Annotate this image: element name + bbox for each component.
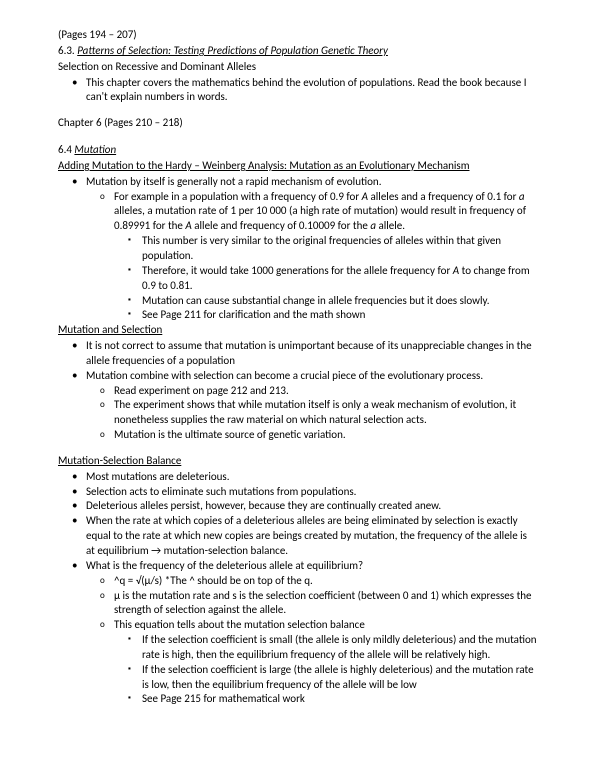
list-item: This number is very similar to the origi…: [58, 234, 537, 264]
list-item: See Page 211 for clarification and the m…: [58, 308, 537, 323]
list-item: What is the frequency of the deleterious…: [58, 559, 537, 574]
list-item: If the selection coefficient is large (t…: [58, 663, 537, 693]
text: alleles and a frequency of 0.1 for: [368, 190, 519, 203]
subheading: Mutation-Selection Balance: [58, 454, 537, 469]
list-item: ^q = √(µ/s) *The ^ should be on top of t…: [58, 574, 537, 589]
list-item: Most mutations are deleterious.: [58, 470, 537, 485]
text-italic: a: [519, 190, 525, 203]
section-title: Patterns of Selection: Testing Predictio…: [77, 44, 388, 57]
page-range: (Pages 194 – 207): [58, 28, 537, 43]
list-item: Deleterious alleles persist, however, be…: [58, 499, 537, 514]
list-item: Therefore, it would take 1000 generation…: [58, 264, 537, 294]
list-item: µ is the mutation rate and s is the sele…: [58, 589, 537, 619]
list-item: Mutation is the ultimate source of genet…: [58, 428, 537, 443]
list-item: This equation tells about the mutation s…: [58, 618, 537, 633]
chapter-heading: Chapter 6 (Pages 210 – 218): [58, 116, 537, 131]
subheading: Selection on Recessive and Dominant Alle…: [58, 60, 537, 75]
list-item: Selection acts to eliminate such mutatio…: [58, 485, 537, 500]
list-item: Read experiment on page 212 and 213.: [58, 384, 537, 399]
list-item: If the selection coefficient is small (t…: [58, 633, 537, 663]
section-6-4-heading: 6.4 Mutation: [58, 143, 537, 158]
section-num: 6.4: [58, 143, 74, 156]
list-item: Mutation can cause substantial change in…: [58, 294, 537, 309]
text: allele and frequency of 0.10009 for the: [192, 219, 371, 232]
list-item: See Page 215 for mathematical work: [58, 692, 537, 707]
list-item: The experiment shows that while mutation…: [58, 398, 537, 428]
section-title: Mutation: [74, 143, 116, 156]
list-item: For example in a population with a frequ…: [58, 190, 537, 235]
subheading: Mutation and Selection: [58, 323, 537, 338]
section-num: 6.3.: [58, 44, 77, 57]
subheading: Adding Mutation to the Hardy – Weinberg …: [58, 159, 537, 174]
list-item: This chapter covers the mathematics behi…: [58, 76, 537, 106]
section-6-3-heading: 6.3. Patterns of Selection: Testing Pred…: [58, 44, 537, 59]
list-item: When the rate at which copies of a delet…: [58, 514, 537, 559]
list-item: It is not correct to assume that mutatio…: [58, 339, 537, 369]
text: For example in a population with a frequ…: [114, 190, 362, 203]
list-item: Mutation combine with selection can beco…: [58, 369, 537, 384]
text: allele.: [376, 219, 405, 232]
text: Therefore, it would take 1000 generation…: [142, 264, 453, 277]
list-item: Mutation by itself is generally not a ra…: [58, 175, 537, 190]
